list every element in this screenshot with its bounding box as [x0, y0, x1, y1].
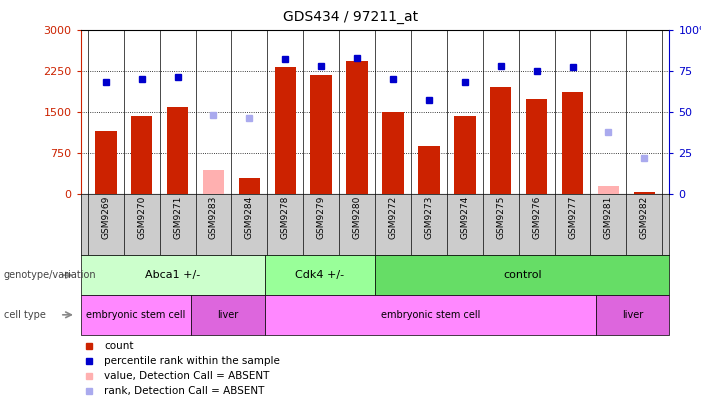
Text: percentile rank within the sample: percentile rank within the sample — [104, 356, 280, 366]
Bar — [454, 116, 475, 194]
Text: GSM9273: GSM9273 — [424, 196, 433, 239]
Bar — [203, 171, 224, 194]
Bar — [562, 91, 583, 194]
Bar — [634, 192, 655, 194]
Bar — [596, 295, 669, 335]
Text: GSM9276: GSM9276 — [532, 196, 541, 239]
Bar — [238, 177, 260, 194]
Bar — [81, 295, 191, 335]
Bar — [81, 255, 265, 295]
Bar — [265, 255, 375, 295]
Text: GSM9275: GSM9275 — [496, 196, 505, 239]
Bar — [382, 112, 404, 194]
Bar — [598, 187, 619, 194]
Text: rank, Detection Call = ABSENT: rank, Detection Call = ABSENT — [104, 386, 264, 396]
Text: GSM9283: GSM9283 — [209, 196, 218, 239]
Text: GSM9280: GSM9280 — [353, 196, 362, 239]
Bar — [131, 116, 152, 194]
Text: cell type: cell type — [4, 310, 46, 320]
Bar — [265, 295, 596, 335]
Text: GSM9271: GSM9271 — [173, 196, 182, 239]
Text: liver: liver — [622, 310, 644, 320]
Text: GSM9278: GSM9278 — [281, 196, 290, 239]
Text: GSM9269: GSM9269 — [101, 196, 110, 239]
Text: embryonic stem cell: embryonic stem cell — [381, 310, 480, 320]
Text: count: count — [104, 341, 134, 351]
Bar — [346, 61, 368, 194]
Bar — [490, 87, 512, 194]
Text: GSM9284: GSM9284 — [245, 196, 254, 239]
Text: GSM9281: GSM9281 — [604, 196, 613, 239]
Text: GSM9274: GSM9274 — [461, 196, 469, 239]
Text: GSM9272: GSM9272 — [388, 196, 397, 239]
Text: control: control — [503, 270, 542, 280]
Text: GSM9270: GSM9270 — [137, 196, 146, 239]
Text: Cdk4 +/-: Cdk4 +/- — [295, 270, 344, 280]
Bar — [191, 295, 264, 335]
Text: GSM9282: GSM9282 — [640, 196, 649, 239]
Text: liver: liver — [217, 310, 238, 320]
Text: GSM9279: GSM9279 — [317, 196, 326, 239]
Text: Abca1 +/-: Abca1 +/- — [145, 270, 200, 280]
Text: genotype/variation: genotype/variation — [4, 270, 96, 280]
Bar — [95, 131, 116, 194]
Bar — [418, 147, 440, 194]
Bar — [375, 255, 669, 295]
Bar — [275, 67, 296, 194]
Text: value, Detection Call = ABSENT: value, Detection Call = ABSENT — [104, 371, 270, 381]
Text: GDS434 / 97211_at: GDS434 / 97211_at — [283, 10, 418, 24]
Text: embryonic stem cell: embryonic stem cell — [86, 310, 186, 320]
Bar — [311, 74, 332, 194]
Text: GSM9277: GSM9277 — [568, 196, 577, 239]
Bar — [167, 107, 189, 194]
Bar — [526, 99, 547, 194]
